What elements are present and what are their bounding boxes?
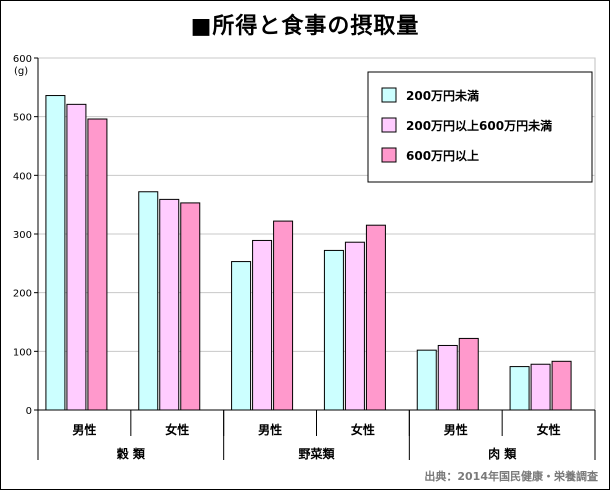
- bar: [231, 261, 252, 411]
- group-label: 肉 類: [488, 446, 517, 461]
- y-tick-label: 0: [26, 406, 32, 417]
- bar: [87, 118, 108, 411]
- y-tick-label: 600: [13, 54, 32, 65]
- bar: [273, 220, 294, 411]
- bar: [365, 224, 386, 411]
- legend-label: 200万円以上600万円未満: [406, 118, 552, 133]
- bar: [138, 191, 159, 411]
- category-label: 女性: [537, 422, 561, 437]
- bar: [252, 239, 273, 411]
- bar: [159, 198, 180, 411]
- category-label: 男性: [258, 422, 282, 437]
- y-tick-label: 100: [13, 347, 32, 358]
- y-tick-label: 400: [13, 171, 32, 182]
- bar: [458, 337, 479, 411]
- group-label: 野菜類: [298, 446, 335, 461]
- bar: [344, 241, 365, 411]
- chart-title: ■所得と食事の摂取量: [190, 14, 420, 39]
- bar: [551, 360, 572, 411]
- bar: [180, 202, 201, 411]
- y-axis-unit: (g): [14, 66, 28, 77]
- y-tick-label: 300: [13, 230, 32, 241]
- bar: [509, 366, 530, 411]
- category-label: 男性: [444, 422, 468, 437]
- category-label: 女性: [351, 422, 375, 437]
- legend-label: 200万円未満: [406, 88, 479, 103]
- legend-swatch: [381, 117, 397, 133]
- bar: [437, 344, 458, 411]
- bar: [530, 363, 551, 411]
- bar: [323, 249, 344, 411]
- category-label: 女性: [165, 422, 189, 437]
- category-label: 男性: [72, 422, 96, 437]
- y-tick-label: 200: [13, 289, 32, 300]
- legend: [367, 71, 593, 183]
- bar: [416, 349, 437, 411]
- source-note: 出典：2014年国民健康・栄養調査: [424, 470, 598, 483]
- legend-label: 600万円以上: [406, 148, 479, 163]
- y-tick-label: 500: [13, 113, 32, 124]
- bar: [66, 103, 87, 411]
- group-label: 穀 類: [117, 446, 146, 461]
- legend-swatch: [381, 147, 397, 163]
- bar: [45, 95, 66, 411]
- legend-swatch: [381, 87, 397, 103]
